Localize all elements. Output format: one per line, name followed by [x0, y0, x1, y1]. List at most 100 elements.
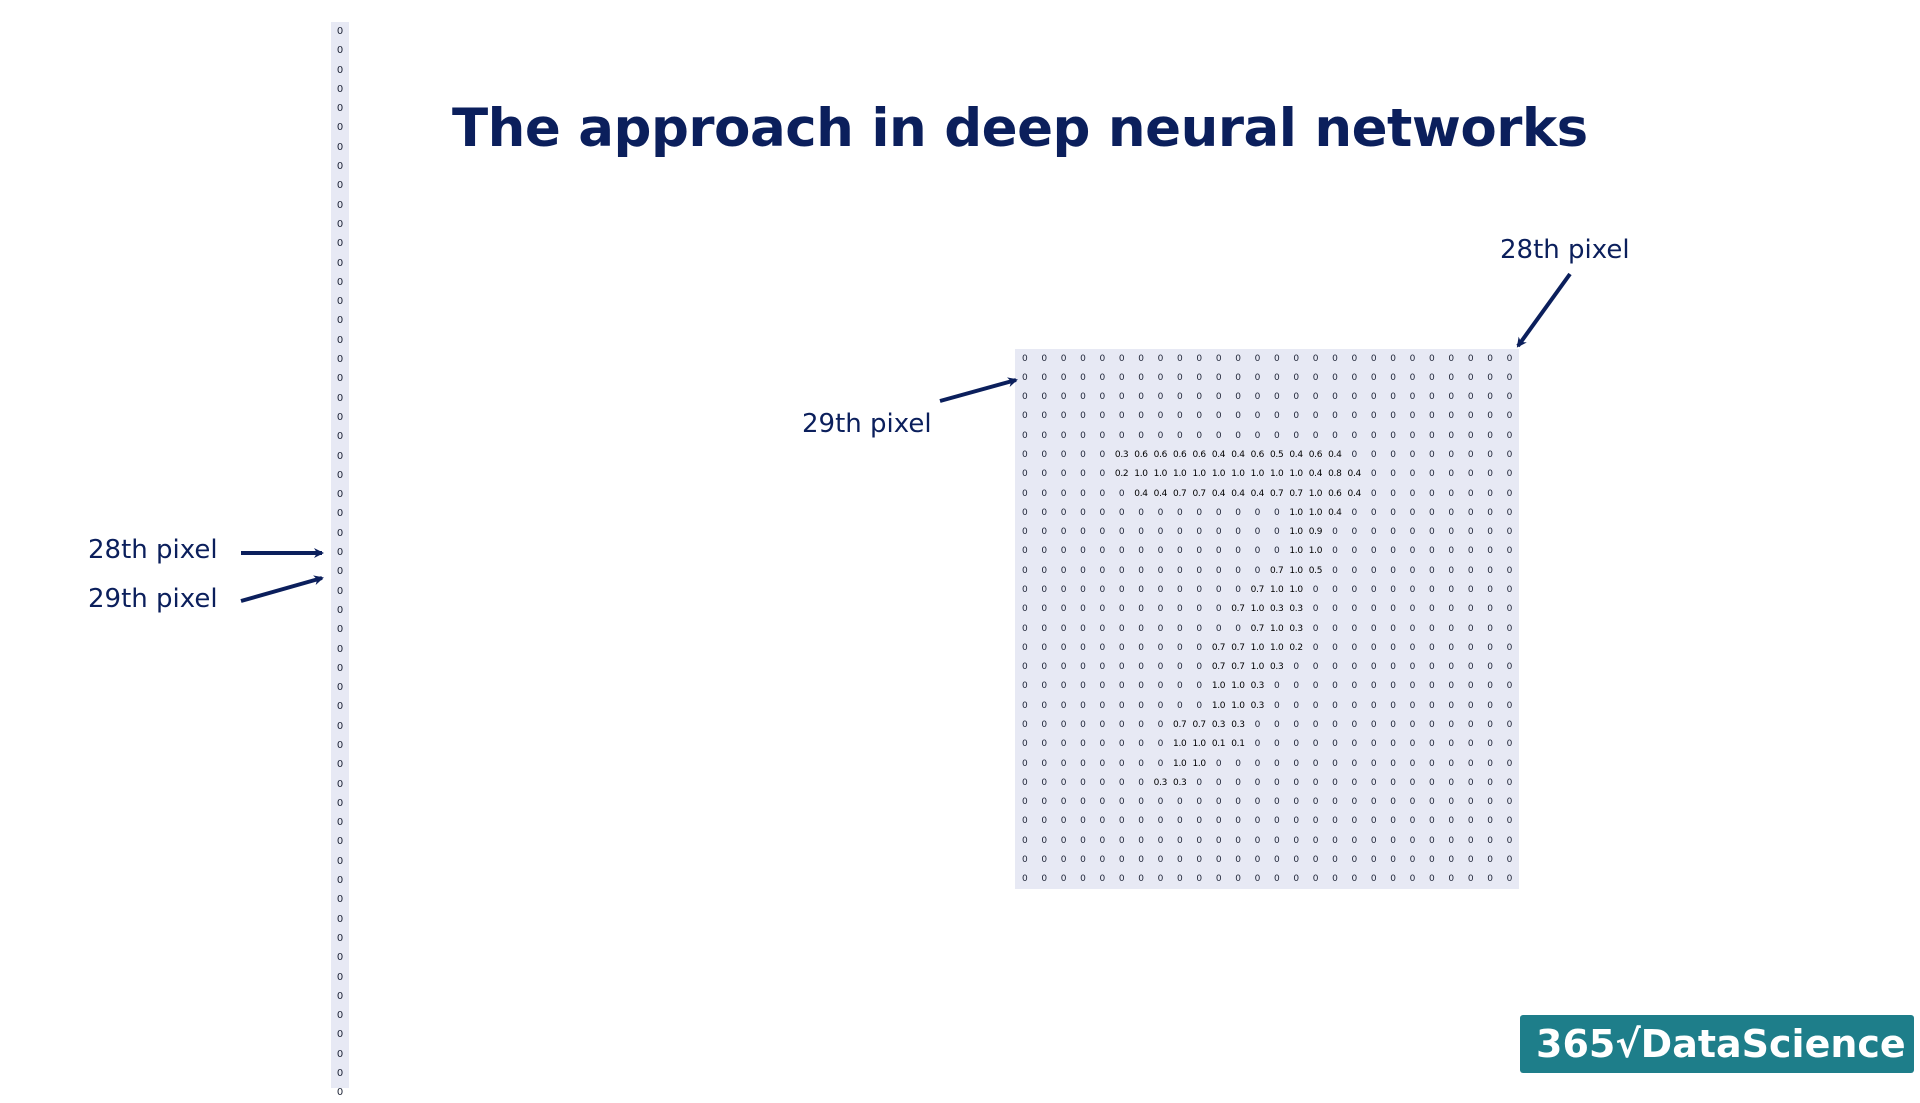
pixel-cell: 0	[1118, 700, 1125, 711]
pixel-cell: 0.4	[1289, 450, 1303, 461]
pixel-cell: 1.0	[1250, 662, 1265, 673]
pixel-cell: 0	[1138, 874, 1144, 885]
pixel-cell: 0	[1487, 681, 1493, 692]
pixel-cell: 0	[1060, 874, 1067, 885]
pixel-cell: 0	[1429, 488, 1435, 499]
pixel-cell: 0	[1506, 874, 1513, 885]
pixel-cell: 0	[1448, 797, 1454, 808]
pixel-cell: 0	[1118, 411, 1125, 422]
pixel-cell: 0	[1448, 662, 1454, 673]
pixel-cell: 0	[1235, 411, 1241, 422]
pixel-cell: 0	[1041, 777, 1047, 788]
pixel-cell: 0	[1021, 392, 1028, 403]
pixel-cell: 0	[1021, 700, 1028, 711]
pixel-cell: 0	[1196, 681, 1202, 692]
pixel-cell: 0	[1351, 565, 1358, 576]
pixel-cell: 0	[1467, 565, 1474, 576]
pixel-cell: 0	[1157, 797, 1164, 808]
pixel-cell: 0	[1467, 855, 1474, 866]
pixel-cell: 0	[1370, 430, 1377, 441]
pixel-cell: 0.6	[1134, 450, 1148, 461]
pixel-cell: 0	[1467, 835, 1474, 846]
pixel-cell: 0	[1506, 855, 1513, 866]
vector-cell: 0	[336, 624, 344, 636]
pixel-cell: 1.0	[1173, 739, 1187, 750]
pixel-cell: 0	[1099, 353, 1106, 364]
pixel-cell: 0	[1351, 797, 1358, 808]
pixel-cell: 0	[1080, 700, 1086, 711]
pixel-cell: 0	[1060, 835, 1067, 846]
pixel-cell: 0	[1273, 681, 1280, 692]
pixel-cell: 0	[1487, 835, 1493, 846]
pixel-cell: 0	[1021, 835, 1028, 846]
pixel-cell: 0	[1409, 450, 1416, 461]
pixel-cell: 0	[1467, 816, 1474, 827]
pixel-cell: 0	[1351, 623, 1358, 634]
pixel-cell: 0	[1448, 758, 1454, 769]
pixel-cell: 0	[1429, 758, 1435, 769]
pixel-cell: 0	[1254, 411, 1261, 422]
pixel-cell: 0	[1448, 565, 1454, 576]
pixel-cell: 0	[1138, 623, 1144, 634]
pixel-cell: 0	[1196, 565, 1202, 576]
pixel-cell: 0	[1254, 392, 1261, 403]
pixel-cell: 0	[1138, 430, 1144, 441]
pixel-cell: 0	[1235, 835, 1241, 846]
pixel-cell: 0	[1312, 835, 1319, 846]
pixel-cell: 0	[1506, 430, 1513, 441]
pixel-cell: 0	[1080, 372, 1086, 383]
pixel-cell: 0	[1506, 392, 1513, 403]
pixel-cell: 0.6	[1192, 450, 1206, 461]
pixel-cell: 0	[1196, 507, 1202, 518]
pixel-cell: 0	[1332, 353, 1338, 364]
pixel-cell: 0	[1080, 585, 1086, 596]
pixel-cell: 0	[1390, 700, 1396, 711]
pixel-cell: 0	[1177, 797, 1183, 808]
pixel-cell: 0	[1138, 411, 1144, 422]
pixel-cell: 0	[1215, 874, 1222, 885]
pixel-cell: 0.9	[1308, 527, 1323, 538]
vector-cell: 0	[336, 199, 344, 211]
pixel-cell: 0	[1235, 855, 1241, 866]
pixel-cell: 0.4	[1231, 488, 1245, 499]
pixel-cell: 0	[1312, 700, 1319, 711]
pixel-cell: 0	[1215, 430, 1222, 441]
pixel-cell: 0	[1099, 372, 1106, 383]
vector-cell: 0	[336, 662, 344, 674]
pixel-cell: 0	[1177, 527, 1183, 538]
vector-cell: 0	[336, 547, 344, 559]
pixel-cell: 0	[1429, 450, 1435, 461]
pixel-cell: 0	[1332, 642, 1338, 653]
pixel-cell: 0.3	[1114, 450, 1129, 461]
pixel-cell: 0	[1060, 797, 1067, 808]
pixel-cell: 0.4	[1308, 469, 1323, 480]
pixel-cell: 0	[1060, 372, 1067, 383]
pixel-cell: 0	[1293, 874, 1299, 885]
pixel-cell: 0	[1060, 623, 1067, 634]
pixel-cell: 0.4	[1211, 488, 1226, 499]
pixel-cell: 0	[1041, 507, 1047, 518]
pixel-cell: 0	[1487, 527, 1493, 538]
vector-cell: 0	[336, 257, 344, 269]
vector-cell: 0	[336, 315, 344, 327]
pixel-cell: 0	[1060, 411, 1067, 422]
pixel-cell: 0	[1370, 777, 1377, 788]
pixel-cell: 0	[1138, 527, 1144, 538]
pixel-cell: 0	[1506, 777, 1513, 788]
pixel-cell: 0	[1390, 450, 1396, 461]
pixel-cell: 0	[1409, 700, 1416, 711]
pixel-cell: 0	[1196, 430, 1202, 441]
pixel-cell: 0	[1467, 758, 1474, 769]
vector-cell: 0	[336, 161, 344, 173]
pixel-cell: 0	[1099, 797, 1106, 808]
pixel-cell: 0	[1157, 585, 1164, 596]
pixel-cell: 0	[1138, 546, 1144, 557]
pixel-cell: 0	[1021, 758, 1028, 769]
pixel-cell: 0	[1118, 642, 1125, 653]
pixel-cell: 0	[1448, 835, 1454, 846]
pixel-cell: 0	[1235, 527, 1241, 538]
pixel-cell: 0	[1060, 642, 1067, 653]
pixel-cell: 0	[1099, 720, 1106, 731]
pixel-cell: 0	[1332, 546, 1338, 557]
pixel-cell: 1.0	[1308, 546, 1323, 557]
